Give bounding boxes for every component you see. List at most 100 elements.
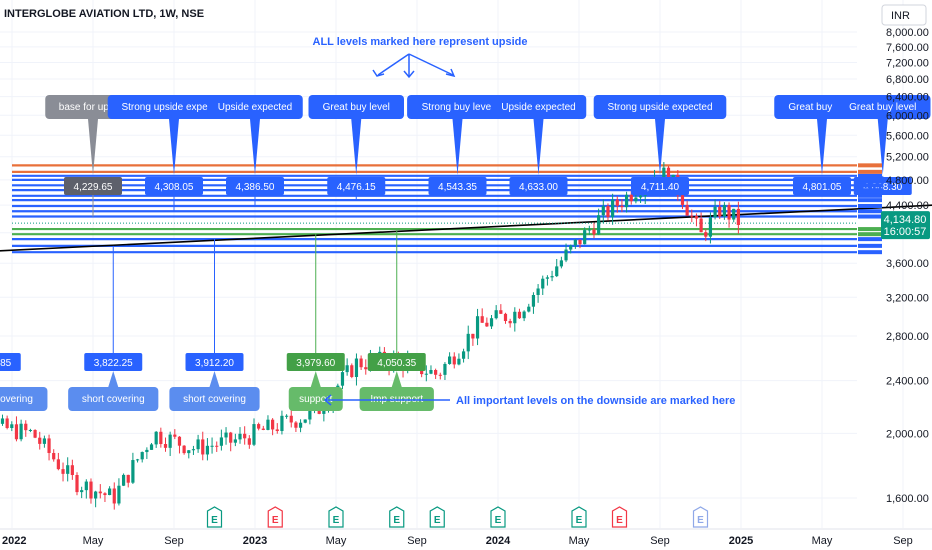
earnings-event-icon: E <box>692 506 709 528</box>
candle <box>33 429 37 439</box>
callout-value: 4,386.50 <box>236 182 275 193</box>
candle <box>121 473 126 487</box>
candle <box>350 363 354 379</box>
candle <box>564 243 568 263</box>
candle <box>303 419 307 424</box>
price-tick-label: 6,400.00 <box>886 92 929 104</box>
time-axis[interactable]: 2022 May Sep 2023 May Sep 2024 May Sep 2025 May Sep… <box>0 528 932 547</box>
level-axis-tag <box>858 243 882 248</box>
callout-value-box <box>327 177 386 195</box>
svg-text:E: E <box>616 515 623 526</box>
level-axis-tag <box>858 169 882 174</box>
callout-note: Strong buy level <box>422 102 494 113</box>
earnings-event-icon: E <box>328 506 344 528</box>
callout-value: 4,543.35 <box>438 182 477 193</box>
candle <box>238 427 242 444</box>
candle <box>229 431 233 452</box>
upside-callout: Strong upside expected 4,308.05 <box>107 95 241 212</box>
candle <box>108 486 112 496</box>
candle <box>131 452 135 484</box>
time-tick-label: 2022 <box>2 535 26 547</box>
candle <box>583 227 587 245</box>
price-axis[interactable]: 1,600.00 2,000.00 2,400.00 2,800.00 3,200.00… <box>858 27 930 505</box>
candle <box>592 222 596 239</box>
candle <box>704 229 708 242</box>
candle <box>727 202 731 228</box>
price-tick-label: 7,600.00 <box>886 42 929 54</box>
upside-note: ALL levels marked here represent upside <box>313 36 528 48</box>
callout-note: short covering <box>183 394 246 405</box>
candle <box>606 203 610 221</box>
currency-label: INR <box>891 10 910 22</box>
downside-callout: 3,979.60 support <box>286 234 345 411</box>
candle <box>219 429 223 451</box>
candle <box>42 435 46 448</box>
candle <box>424 365 428 382</box>
callout-note: Great buy level <box>788 102 855 113</box>
candle <box>513 307 517 332</box>
downside-arrow <box>323 394 450 406</box>
candle <box>732 208 736 223</box>
time-tick-label: Sep <box>893 535 913 547</box>
upside-callout: Great buy level 4,476.15 <box>308 95 404 201</box>
candle <box>103 492 107 503</box>
candle <box>587 225 591 235</box>
earnings-event-icon: E <box>389 506 405 528</box>
level-axis-tag <box>858 198 882 203</box>
callout-note: short covering <box>82 394 145 405</box>
earnings-event-icon: E <box>611 506 628 528</box>
upside-callout: Upside expected 4,386.50 <box>207 95 303 206</box>
candle <box>154 431 158 448</box>
candle <box>354 353 359 386</box>
callout-note: Imp short covering <box>0 394 33 405</box>
upside-arrows <box>372 53 456 79</box>
level-axis-tag <box>858 232 882 237</box>
candle <box>569 244 573 254</box>
candle <box>499 304 503 314</box>
candle <box>38 431 42 450</box>
candle <box>80 486 84 499</box>
callout-value-box <box>367 353 426 371</box>
candle <box>475 308 480 346</box>
candle <box>112 482 116 510</box>
callout-note: Upside expected <box>218 102 293 113</box>
candle <box>75 472 79 496</box>
candle <box>597 208 601 236</box>
candle <box>201 431 205 461</box>
candle <box>685 200 689 216</box>
candle <box>718 201 722 220</box>
price-tick-label: 5,600.00 <box>886 130 929 142</box>
svg-text:E: E <box>272 515 279 526</box>
candle <box>662 162 666 180</box>
time-tick-label: 2024 <box>486 535 511 547</box>
candle <box>177 436 182 454</box>
level-axis-tag <box>858 177 882 182</box>
candle <box>145 447 149 459</box>
candle <box>434 368 438 380</box>
candle <box>550 270 554 282</box>
candle <box>149 442 154 450</box>
candle <box>489 315 494 330</box>
callout-note-box <box>169 387 260 411</box>
callout-value: 4,229.65 <box>74 182 113 193</box>
candle <box>364 359 368 375</box>
svg-text:E: E <box>576 515 583 526</box>
callout-pointer <box>169 119 179 175</box>
candle <box>70 459 74 480</box>
callout-value-box <box>428 177 487 195</box>
candle <box>252 418 256 447</box>
candle <box>247 435 251 449</box>
level-axis-tag <box>858 209 882 214</box>
candle <box>159 427 163 448</box>
callout-note-box <box>68 387 159 411</box>
candle <box>66 457 70 482</box>
candle <box>517 308 522 319</box>
candle <box>28 428 33 433</box>
candle <box>615 196 619 213</box>
candle <box>429 365 433 375</box>
downside-callout: 3,912.20 short covering <box>169 239 260 411</box>
candle <box>699 212 703 233</box>
time-tick-label: 2023 <box>243 535 267 547</box>
currency-button[interactable]: INR <box>881 4 927 26</box>
